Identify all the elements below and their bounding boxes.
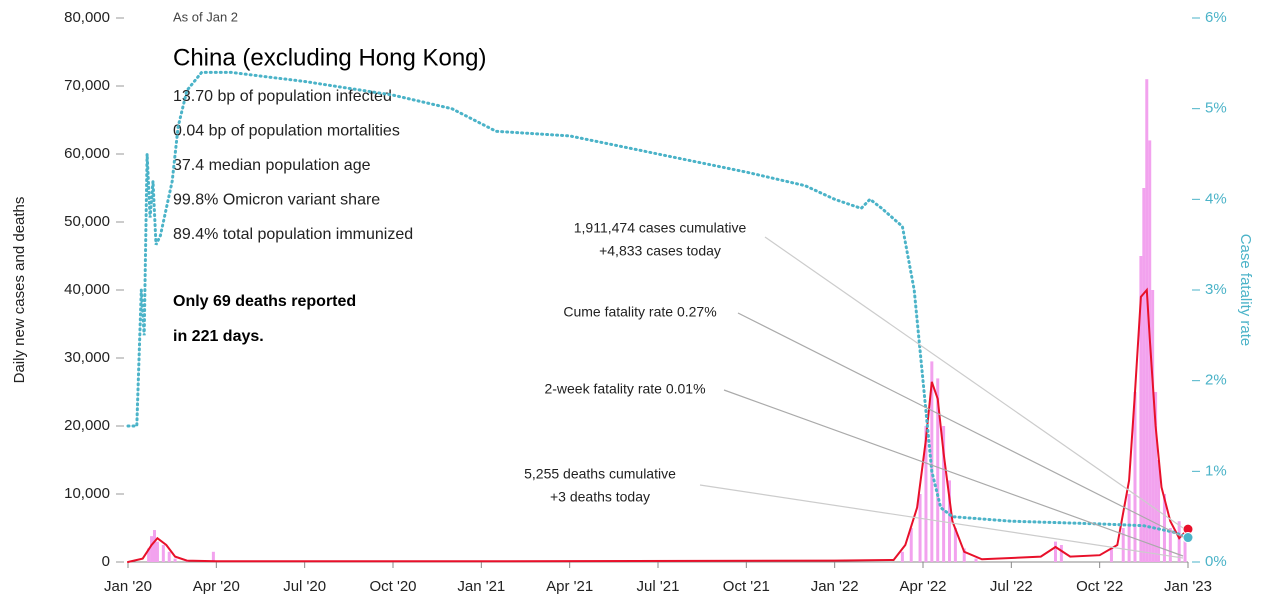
case-bar bbox=[942, 426, 946, 562]
case-bar bbox=[1145, 79, 1149, 562]
leader-line bbox=[764, 236, 1184, 529]
x-tick-label: Oct '21 bbox=[723, 578, 770, 595]
case-bar bbox=[924, 426, 928, 562]
case-bar bbox=[918, 494, 922, 562]
y-axis-label: Daily new cases and deaths bbox=[11, 197, 28, 384]
case-bar bbox=[211, 551, 215, 562]
stat-line: 99.8% Omicron variant share bbox=[173, 192, 380, 209]
stat-line: 89.4% total population immunized bbox=[173, 226, 413, 243]
fatality-line bbox=[126, 70, 1190, 539]
y-tick-label: 70,000 bbox=[64, 77, 110, 94]
y-tick-label: 40,000 bbox=[64, 281, 110, 298]
case-bar bbox=[161, 545, 165, 562]
case-bar bbox=[1139, 256, 1143, 562]
x-tick-label: Jan '23 bbox=[1164, 578, 1212, 595]
case-bar bbox=[953, 528, 957, 562]
leader-line bbox=[737, 312, 1184, 538]
case-bar bbox=[1127, 494, 1131, 562]
annotation: 2-week fatality rate 0.01% bbox=[544, 381, 705, 397]
x-tick-label: Jan '20 bbox=[104, 578, 152, 595]
case-bar bbox=[147, 548, 151, 562]
chart-title: China (excluding Hong Kong) bbox=[173, 44, 487, 71]
stat-line: 37.4 median population age bbox=[173, 157, 371, 174]
case-bar bbox=[167, 551, 171, 562]
x-tick-label: Jan '21 bbox=[457, 578, 505, 595]
x-tick-label: Apr '22 bbox=[899, 578, 946, 595]
case-bar bbox=[962, 548, 966, 562]
case-bar bbox=[936, 378, 940, 562]
note-line: in 221 days. bbox=[173, 328, 264, 345]
average-line bbox=[127, 287, 1189, 563]
end-dot bbox=[1182, 532, 1194, 544]
case-bar bbox=[1151, 290, 1155, 562]
case-bar bbox=[900, 551, 904, 562]
case-bar bbox=[974, 558, 978, 562]
y2-tick-label: 6% bbox=[1205, 9, 1227, 26]
case-bar bbox=[1133, 392, 1137, 562]
stat-line: 0.04 bp of population mortalities bbox=[173, 123, 400, 140]
y-tick-label: 20,000 bbox=[64, 417, 110, 434]
case-bar bbox=[1168, 528, 1172, 562]
case-bar bbox=[909, 528, 913, 562]
y-tick-label: 30,000 bbox=[64, 349, 110, 366]
annotation: 5,255 deaths cumulative bbox=[524, 466, 676, 482]
note-line: Only 69 deaths reported bbox=[173, 293, 356, 310]
as-of: As of Jan 2 bbox=[173, 9, 238, 24]
y2-tick-label: 1% bbox=[1205, 462, 1227, 479]
case-bar bbox=[1183, 528, 1187, 562]
y2-tick-label: 2% bbox=[1205, 372, 1227, 389]
y2-axis-label: Case fatality rate bbox=[1237, 234, 1254, 347]
y2-tick-label: 0% bbox=[1205, 553, 1227, 570]
case-bar bbox=[948, 480, 951, 562]
case-bar bbox=[173, 558, 177, 562]
y-tick-label: 60,000 bbox=[64, 145, 110, 162]
case-bar bbox=[1121, 528, 1125, 562]
case-bar bbox=[150, 536, 154, 562]
y2-tick-label: 3% bbox=[1205, 281, 1227, 298]
leader-line bbox=[699, 484, 1184, 559]
annotation: +3 deaths today bbox=[550, 489, 650, 505]
case-bar bbox=[1154, 392, 1158, 562]
case-bar bbox=[155, 541, 159, 562]
y-tick-label: 50,000 bbox=[64, 213, 110, 230]
case-bar bbox=[1054, 541, 1057, 562]
leader-line bbox=[723, 389, 1184, 557]
case-bar bbox=[1059, 545, 1063, 562]
annotation: Cume fatality rate 0.27% bbox=[563, 304, 716, 320]
case-bar bbox=[153, 530, 156, 562]
y-tick-label: 80,000 bbox=[64, 9, 110, 26]
annotation: +4,833 cases today bbox=[599, 243, 721, 259]
case-bar bbox=[1109, 548, 1113, 562]
x-tick-label: Apr '21 bbox=[546, 578, 593, 595]
y2-tick-label: 5% bbox=[1205, 100, 1227, 117]
x-tick-label: Jul '21 bbox=[637, 578, 680, 595]
x-tick-label: Apr '20 bbox=[193, 578, 240, 595]
y2-tick-label: 4% bbox=[1205, 190, 1227, 207]
case-bar bbox=[1177, 521, 1181, 562]
case-bar bbox=[1142, 188, 1146, 562]
stat-line: 13.70 bp of population infected bbox=[173, 88, 392, 105]
annotation: 1,911,474 cases cumulative bbox=[574, 220, 747, 236]
x-tick-label: Jan '22 bbox=[811, 578, 859, 595]
y-tick-label: 0 bbox=[102, 553, 110, 570]
x-tick-label: Jul '20 bbox=[283, 578, 326, 595]
x-tick-label: Oct '22 bbox=[1076, 578, 1123, 595]
x-tick-label: Oct '20 bbox=[369, 578, 416, 595]
y-tick-label: 10,000 bbox=[64, 485, 110, 502]
x-tick-label: Jul '22 bbox=[990, 578, 1033, 595]
